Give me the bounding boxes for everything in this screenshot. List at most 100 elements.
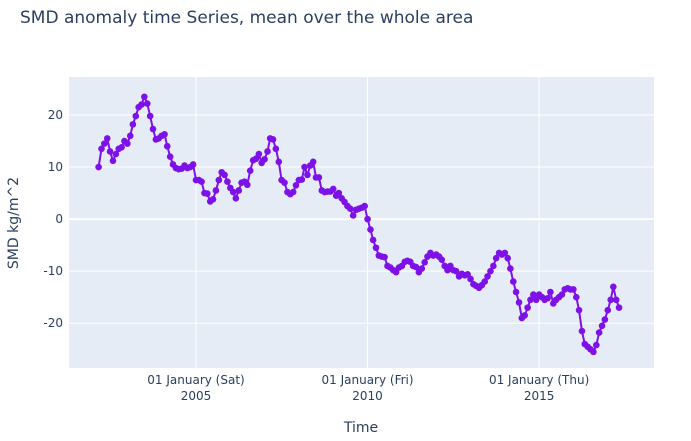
data-point	[203, 190, 211, 197]
y-tick-label: -10	[43, 264, 63, 278]
data-point	[103, 135, 111, 142]
data-point	[492, 254, 500, 262]
x-tick-label-line: 2005	[181, 389, 212, 403]
data-point	[209, 196, 217, 203]
data-point	[578, 327, 586, 335]
data-point	[143, 100, 151, 107]
data-point	[570, 286, 577, 293]
plot-background	[69, 77, 654, 368]
data-point	[532, 296, 540, 304]
data-point	[232, 194, 240, 202]
data-point	[364, 215, 371, 223]
data-point	[215, 176, 223, 184]
y-tick-label: 20	[48, 108, 63, 122]
data-point	[421, 259, 428, 266]
data-point	[275, 158, 283, 166]
data-point	[221, 171, 228, 179]
x-tick-label-line: 01 January (Thu)	[489, 373, 589, 387]
data-point	[604, 306, 612, 314]
data-point	[292, 181, 300, 189]
data-point	[590, 348, 597, 356]
data-point	[129, 121, 137, 128]
data-point	[547, 288, 554, 296]
data-point	[521, 312, 529, 319]
data-point	[112, 150, 120, 158]
data-point	[558, 291, 566, 298]
x-tick-label: 01 January (Fri) 2010	[322, 373, 414, 403]
data-point	[301, 163, 308, 171]
data-point	[255, 150, 263, 158]
data-point	[281, 179, 288, 186]
data-point	[224, 178, 231, 185]
data-point	[412, 263, 420, 271]
data-point	[487, 267, 494, 275]
data-point	[189, 161, 197, 168]
data-point	[246, 167, 254, 175]
data-point	[504, 254, 512, 262]
data-point	[527, 296, 534, 304]
data-point	[593, 341, 600, 349]
data-point	[106, 148, 114, 155]
data-point	[512, 288, 520, 296]
data-point	[149, 125, 157, 133]
x-tick-label-line: 01 January (Fri)	[322, 373, 414, 387]
data-point	[524, 304, 531, 311]
data-point	[484, 273, 491, 280]
data-point	[98, 145, 105, 153]
data-point	[515, 299, 523, 306]
data-point	[272, 145, 280, 153]
x-tick-label-line: 2015	[524, 389, 555, 403]
data-point	[141, 93, 148, 101]
data-point	[595, 329, 603, 336]
data-point	[467, 275, 474, 283]
x-tick-label-line: 01 January (Sat)	[147, 373, 244, 387]
data-point	[101, 140, 108, 147]
data-point	[118, 143, 125, 151]
y-tick-label: 10	[48, 160, 63, 174]
data-point	[235, 187, 243, 194]
data-point	[361, 202, 368, 210]
data-point	[349, 212, 357, 219]
data-point	[124, 140, 131, 147]
x-axis-label: Time	[343, 420, 378, 436]
data-point	[573, 293, 580, 301]
data-point	[161, 130, 168, 138]
data-point	[601, 316, 609, 323]
x-tick-label: 01 January (Sat) 2005	[147, 373, 244, 403]
data-point	[146, 112, 154, 120]
y-axis-label: SMD kg/m^2	[6, 177, 22, 269]
y-tick-label: 0	[55, 212, 63, 226]
data-point	[264, 148, 271, 155]
data-point	[509, 278, 517, 285]
y-tick-label: -20	[43, 316, 63, 330]
data-point	[109, 157, 117, 165]
data-point	[490, 262, 497, 270]
data-point	[329, 185, 337, 193]
data-point	[369, 236, 377, 244]
data-point	[269, 136, 277, 143]
data-point	[95, 163, 102, 171]
data-point	[163, 142, 171, 150]
data-point	[438, 256, 446, 264]
data-point	[304, 171, 311, 179]
data-point	[372, 244, 380, 252]
data-point	[132, 112, 140, 120]
data-point	[381, 253, 388, 261]
data-point	[298, 176, 306, 183]
x-tick-label-line: 2010	[352, 389, 383, 403]
data-point	[138, 101, 145, 108]
data-point	[612, 296, 620, 304]
data-point	[346, 205, 354, 213]
data-point	[229, 188, 237, 196]
data-point	[166, 153, 174, 160]
data-point	[507, 265, 514, 272]
data-point	[289, 188, 297, 196]
data-point	[530, 291, 537, 298]
data-point	[309, 158, 317, 166]
data-point	[452, 267, 460, 275]
data-point	[244, 181, 251, 189]
data-point	[315, 174, 323, 181]
data-point	[418, 265, 426, 272]
data-point	[544, 294, 551, 302]
